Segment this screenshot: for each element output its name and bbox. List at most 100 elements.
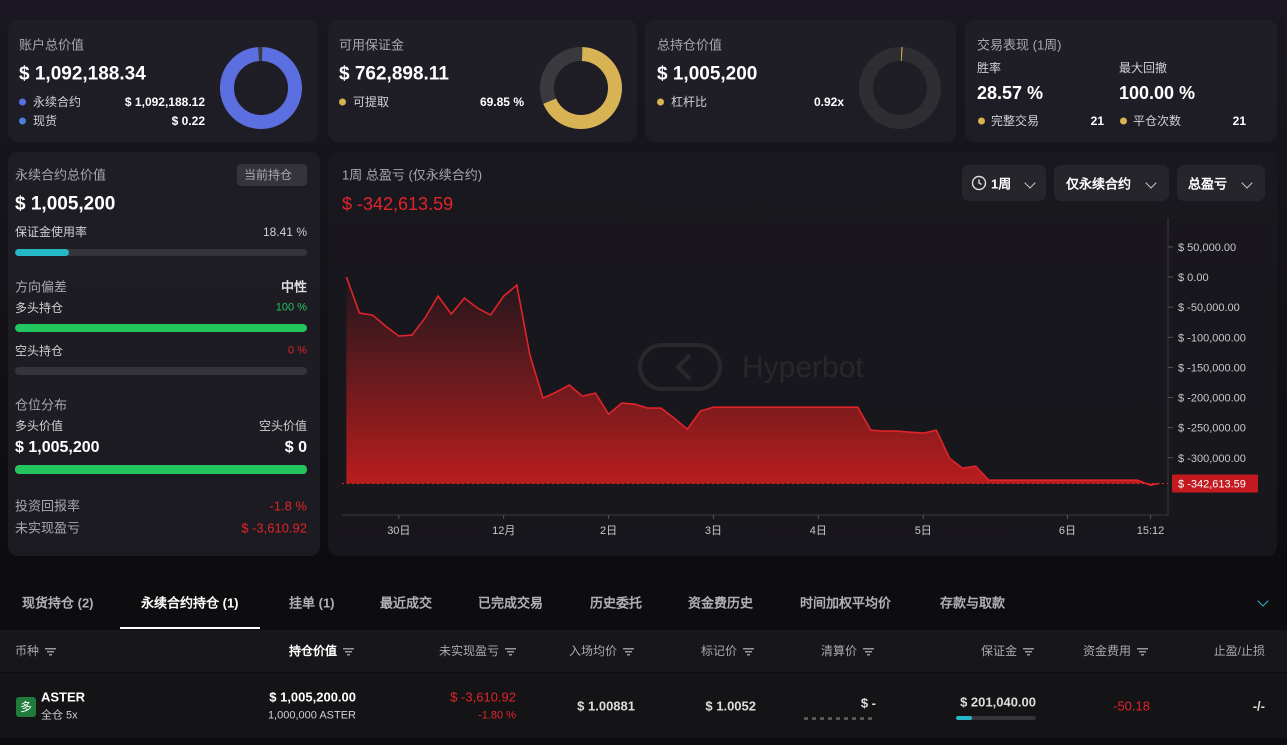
long-value: 100 % [275, 301, 307, 314]
tab[interactable]: 资金费历史 [688, 595, 754, 611]
dropdown-label: 1周 [991, 176, 1012, 192]
chart-title: 1周 总盈亏 (仅永续合约) [342, 167, 483, 183]
chart-value: $ -342,613.59 [342, 194, 454, 214]
chevron [1145, 177, 1157, 189]
tab[interactable]: 已完成交易 [478, 595, 544, 611]
row-value: 69.85 % [479, 95, 524, 109]
card-title: 交易表现 (1周) [977, 37, 1062, 53]
row-label: 现货 [33, 114, 58, 128]
tab[interactable]: 历史委托 [590, 595, 643, 611]
progress-track [15, 249, 307, 256]
liq-price: $ - [860, 695, 876, 711]
margin-track [956, 716, 1036, 720]
panel-title: 永续合约总价值 [15, 167, 107, 183]
row-label: 平仓次数 [1133, 114, 1182, 128]
table-header [0, 630, 1287, 672]
stat-label: 胜率 [977, 61, 1002, 75]
short-value: 0 % [288, 344, 307, 357]
row-value: 21 [1232, 114, 1246, 128]
col-header: 清算价 [821, 645, 874, 657]
legend-dot [339, 98, 346, 106]
col-header: 止盈/止损 [1213, 644, 1265, 658]
position-size: 1,000,000 ASTER [267, 709, 356, 722]
long-label: 多头持仓 [15, 301, 64, 315]
tab[interactable]: 时间加权平均价 [800, 595, 892, 611]
long-value: $ 1,005,200 [15, 439, 100, 456]
pnl: $ -3,610.92 [450, 689, 516, 705]
col-header: 未实现盈亏 [439, 645, 516, 657]
stat-label: 最大回撤 [1119, 61, 1168, 75]
mode: 全仓 5x [41, 709, 78, 722]
mark-price: $ 1.0052 [705, 698, 756, 714]
progress-fill [15, 249, 69, 256]
section-label: 方向偏差 [15, 279, 68, 295]
tab[interactable]: 挂单 (1) [289, 595, 335, 611]
legend-dot [657, 98, 664, 106]
card-title: 可用保证金 [339, 37, 405, 53]
margin: $ 201,040.00 [960, 694, 1036, 710]
tab[interactable]: 最近成交 [380, 595, 433, 611]
upnl-label: 未实现盈亏 [15, 520, 81, 536]
upnl-value: $ -3,610.92 [241, 520, 307, 536]
tab-underline [120, 627, 260, 629]
perp-value: $ 1,005,200 [15, 193, 116, 215]
collapse-chevron[interactable] [1257, 595, 1269, 607]
progress-fill [15, 465, 307, 474]
short-value: $ 0 [284, 439, 307, 456]
card-value: $ 762,898.11 [339, 63, 449, 85]
tab[interactable]: 永续合约持仓 (1) [141, 595, 239, 611]
legend-dot [19, 117, 26, 125]
chevron [1024, 177, 1036, 189]
card-title: 账户总价值 [19, 37, 85, 53]
dropdown[interactable]: 总盈亏 [1177, 165, 1265, 201]
row-label: 可提取 [353, 95, 390, 109]
card-value: $ 1,005,200 [657, 63, 758, 85]
margin-value: 18.41 % [262, 225, 307, 239]
table-row [0, 673, 1287, 738]
entry-price: $ 1.00881 [577, 698, 635, 714]
badge-text: 当前持仓 [244, 168, 293, 182]
bias-value: 中性 [280, 279, 307, 295]
row-value: 0.92x [813, 95, 844, 109]
row-label: 杠杆比 [671, 95, 708, 109]
row-label: 永续合约 [33, 95, 82, 109]
position-value: $ 1,005,200.00 [269, 689, 356, 705]
legend-dot [978, 117, 985, 125]
dropdown[interactable]: 1周 [962, 165, 1046, 201]
tpsl: -/- [1252, 698, 1265, 714]
perp-panel [8, 152, 320, 556]
tab[interactable]: 现货持仓 (2) [22, 595, 94, 611]
stat-value: 100.00 % [1119, 83, 1196, 103]
liq-dots [804, 717, 876, 720]
roi-value: -1.8 % [269, 498, 307, 514]
row-value: $ 0.22 [171, 114, 205, 128]
card-title: 总持仓价值 [657, 37, 723, 53]
chart-panel [328, 152, 1277, 556]
col-header: 资金费用 [1083, 645, 1148, 657]
side-badge: 多 [16, 697, 36, 717]
pnl-pct: -1.80 % [478, 709, 516, 722]
long-label: 多头价值 [15, 419, 64, 433]
col-header: 持仓价值 [289, 645, 354, 657]
margin-label: 保证金使用率 [15, 225, 88, 239]
legend-dot [19, 98, 26, 106]
dropdown-label: 总盈亏 [1188, 176, 1228, 192]
progress-track [15, 324, 307, 332]
section-label: 仓位分布 [15, 397, 68, 413]
card-value: $ 1,092,188.34 [19, 63, 146, 85]
clock-icon [971, 175, 987, 191]
col-header: 保证金 [981, 645, 1034, 657]
badge[interactable] [237, 164, 307, 186]
dropdown[interactable]: 仅永续合约 [1054, 165, 1169, 201]
progress-fill [15, 324, 307, 332]
tab[interactable]: 存款与取款 [940, 595, 1006, 611]
symbol: ASTER [41, 689, 86, 705]
col-header: 入场均价 [569, 645, 634, 657]
short-label: 空头价值 [258, 419, 307, 433]
dropdown-label: 仅永续合约 [1066, 176, 1132, 192]
legend-dot [1120, 117, 1127, 125]
stat-value: 28.57 % [977, 83, 1044, 103]
funding: -50.18 [1113, 698, 1150, 714]
col-header: 币种 [15, 645, 56, 657]
